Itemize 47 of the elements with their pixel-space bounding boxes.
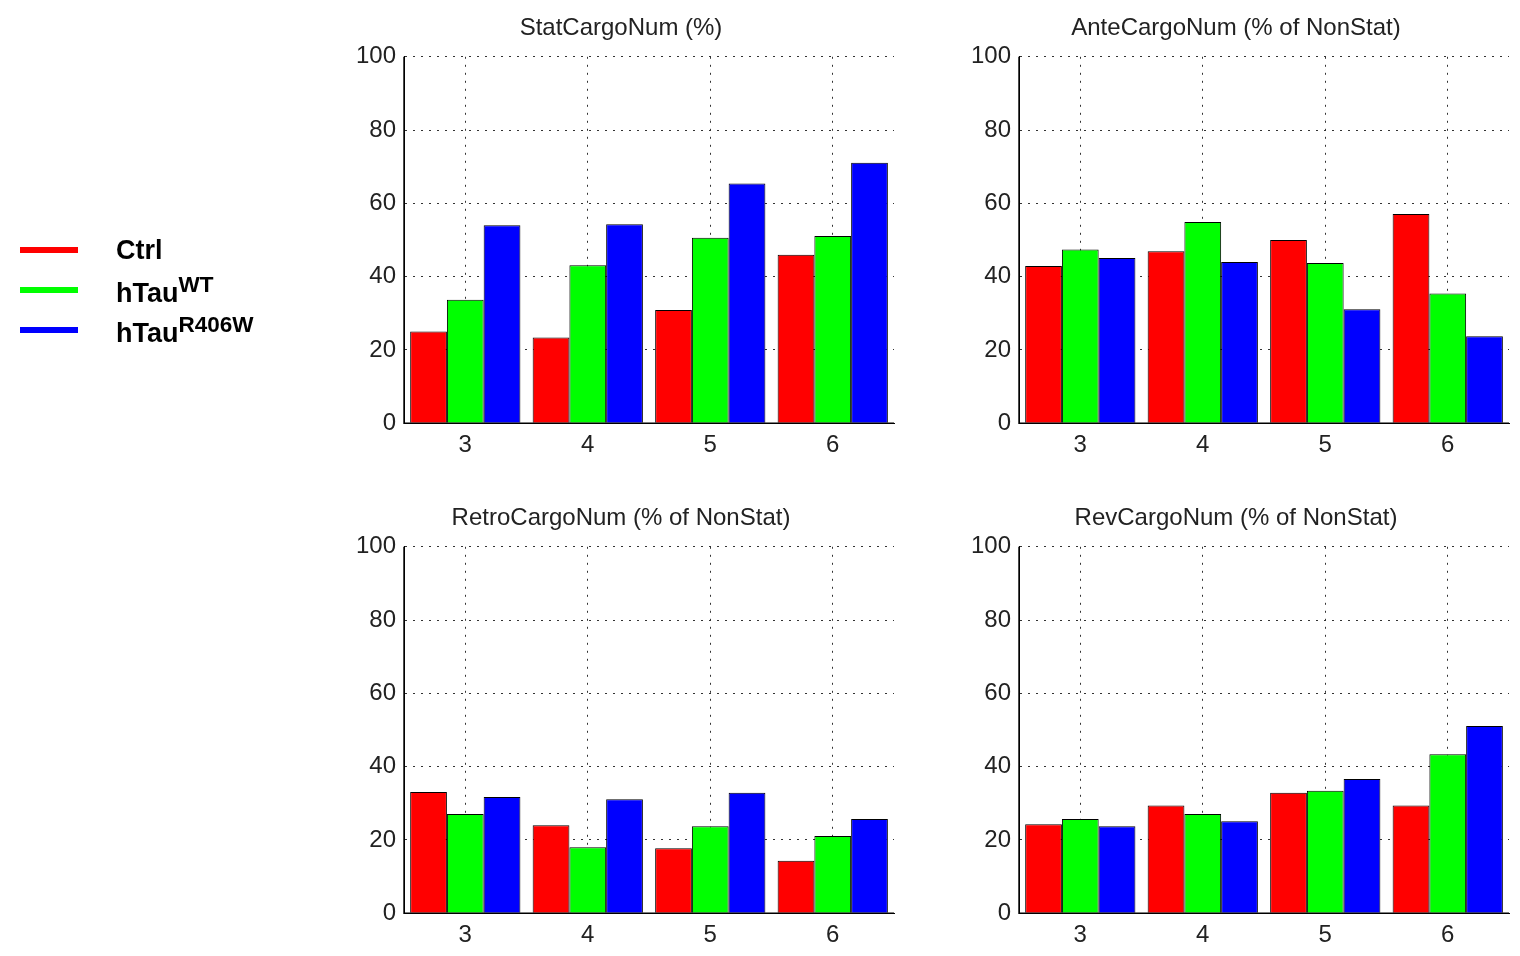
x-tick-label: 5 (703, 920, 717, 948)
y-tick-label: 0 (997, 897, 1012, 925)
y-tick-label: 80 (984, 604, 1012, 632)
y-tick-label: 40 (984, 261, 1012, 289)
chart-title: AnteCargoNum (% of NonStat) (1071, 13, 1401, 41)
y-tick-label: 40 (369, 751, 397, 779)
y-tick-label: 60 (369, 677, 397, 705)
x-tick-label: 5 (1318, 920, 1332, 948)
legend-label: Ctrl (116, 234, 163, 266)
y-tick-label: 20 (369, 824, 397, 852)
x-tick-label: 3 (1073, 430, 1087, 458)
y-tick-label: 80 (369, 604, 397, 632)
y-tick-label: 60 (369, 187, 397, 215)
x-tick-label: 6 (826, 430, 840, 458)
y-tick-label: 100 (356, 531, 397, 559)
y-tick-label: 60 (984, 187, 1012, 215)
y-tick-label: 20 (984, 824, 1012, 852)
chart-title: StatCargoNum (%) (519, 13, 723, 41)
x-tick-label: 4 (1196, 430, 1210, 458)
x-tick-label: 5 (1318, 430, 1332, 458)
y-tick-label: 80 (984, 114, 1012, 142)
y-tick-label: 0 (382, 897, 397, 925)
x-tick-label: 6 (1441, 920, 1455, 948)
x-tick-label: 4 (1196, 920, 1210, 948)
y-tick-label: 80 (369, 114, 397, 142)
chart-title: RevCargoNum (% of NonStat) (1074, 503, 1398, 531)
y-tick-label: 100 (971, 531, 1012, 559)
y-tick-label: 60 (984, 677, 1012, 705)
y-tick-label: 100 (356, 41, 397, 69)
y-tick-label: 20 (369, 334, 397, 362)
x-tick-label: 3 (458, 430, 472, 458)
x-tick-label: 6 (1441, 430, 1455, 458)
y-tick-label: 0 (997, 407, 1012, 435)
y-tick-label: 20 (984, 334, 1012, 362)
x-tick-label: 3 (1073, 920, 1087, 948)
x-tick-label: 4 (581, 430, 595, 458)
y-tick-label: 100 (971, 41, 1012, 69)
x-tick-label: 5 (703, 430, 717, 458)
y-tick-label: 40 (369, 261, 397, 289)
y-tick-label: 0 (382, 407, 397, 435)
chart-title: RetroCargoNum (% of NonStat) (451, 503, 791, 531)
x-tick-label: 3 (458, 920, 472, 948)
x-tick-label: 4 (581, 920, 595, 948)
x-tick-label: 6 (826, 920, 840, 948)
legend-label: hTau$^{WT}$ (116, 271, 214, 309)
y-tick-label: 40 (984, 751, 1012, 779)
legend-label: hTau$^{R406W}$ (116, 311, 254, 349)
